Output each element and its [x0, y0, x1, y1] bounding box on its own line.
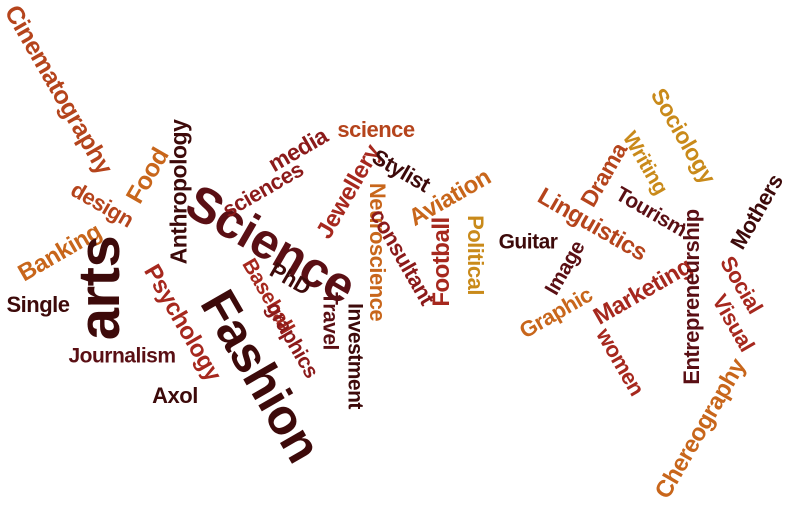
word-axol: Axol: [152, 383, 198, 408]
word-football: Football: [428, 217, 455, 307]
word-investment: Investment: [343, 303, 367, 409]
word-single: Single: [6, 292, 70, 317]
word-cinematography: Cinematography: [0, 0, 119, 180]
word-science-small: science: [337, 117, 415, 142]
word-anthropology: Anthropology: [165, 119, 192, 265]
word-journalism: Journalism: [68, 344, 176, 368]
word-travel: Travel: [318, 292, 342, 350]
word-political: Political: [463, 215, 488, 295]
word-women: women: [591, 323, 650, 400]
word-mothers: Mothers: [725, 169, 788, 254]
word-entrepreneurship: Entrepreneurship: [679, 209, 704, 385]
word-guitar: Guitar: [498, 230, 558, 254]
word-arts: arts: [67, 235, 132, 341]
